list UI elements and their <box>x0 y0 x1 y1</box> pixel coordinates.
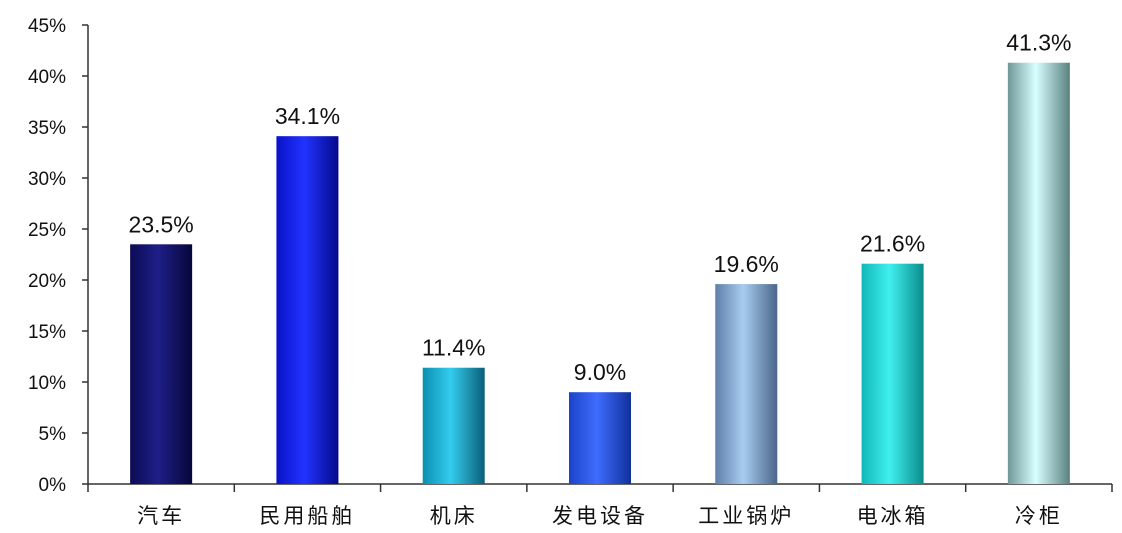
category-label: 冷柜 <box>1015 504 1063 528</box>
y-tick-label: 35% <box>28 118 66 139</box>
category-label: 工业锅炉 <box>698 504 794 528</box>
y-tick-label: 10% <box>28 373 66 394</box>
bar-4 <box>569 392 631 484</box>
bar-5 <box>715 284 778 484</box>
data-label: 41.3% <box>1006 30 1071 56</box>
y-tick-label: 30% <box>28 169 66 190</box>
category-label: 民用船舶 <box>259 504 355 528</box>
data-label: 9.0% <box>574 359 626 385</box>
data-label: 11.4% <box>422 335 486 361</box>
bar-7 <box>1007 62 1070 485</box>
data-label: 21.6% <box>860 231 925 257</box>
y-tick-label: 40% <box>28 67 66 88</box>
category-label: 发电设备 <box>552 504 648 528</box>
bar-6 <box>861 263 924 484</box>
y-tick-label: 20% <box>28 271 66 292</box>
category-label: 机床 <box>430 504 478 528</box>
data-label: 19.6% <box>714 251 779 277</box>
y-tick-label: 25% <box>28 220 66 241</box>
y-tick-label: 0% <box>39 475 67 496</box>
bar-3 <box>422 367 485 484</box>
data-label: 34.1% <box>275 103 340 129</box>
y-tick-label: 15% <box>28 322 66 343</box>
bar-2 <box>276 136 339 484</box>
y-tick-label: 5% <box>39 424 67 445</box>
bar-1 <box>130 244 193 484</box>
category-label: 电冰箱 <box>857 504 929 528</box>
y-tick-label: 45% <box>28 16 66 37</box>
category-label: 汽车 <box>137 504 185 528</box>
data-label: 23.5% <box>129 211 194 237</box>
